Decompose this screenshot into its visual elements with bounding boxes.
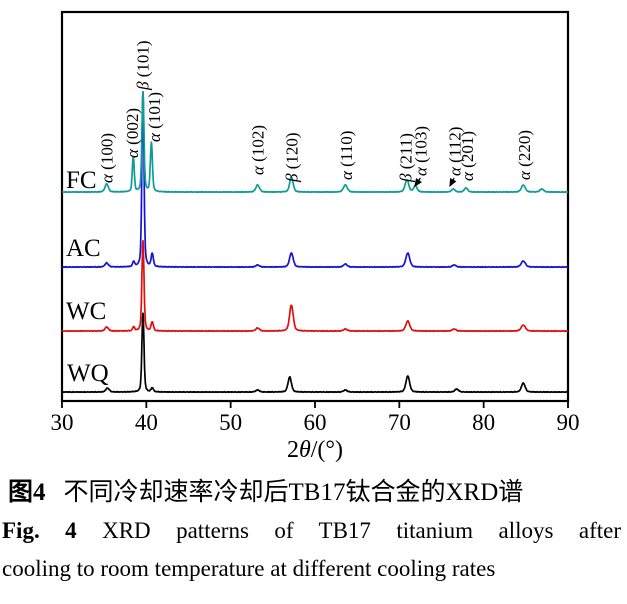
x-tick-label: 70 <box>388 410 411 435</box>
x-tick-label: 90 <box>557 410 580 435</box>
peak-label: α (201) <box>458 131 477 181</box>
peak-label: α (103) <box>411 126 430 176</box>
caption-en-line1-text: XRD patterns of TB17 titanium alloys aft… <box>102 518 621 543</box>
peak-label: α (220) <box>515 130 534 180</box>
x-tick-label: 60 <box>304 410 327 435</box>
caption-english: Fig. 4 XRD patterns of TB17 titanium all… <box>2 512 621 588</box>
peak-label: α (101) <box>145 92 164 142</box>
peak-label: α (102) <box>249 125 268 175</box>
x-tick-label: 40 <box>135 410 158 435</box>
caption-zh-text: 不同冷却速率冷却后TB17钛合金的XRD谱 <box>63 479 524 506</box>
caption-chinese: 图4 不同冷却速率冷却后TB17钛合金的XRD谱 <box>8 477 627 509</box>
x-tick-label: 30 <box>51 410 74 435</box>
caption-en-label: Fig. 4 <box>2 518 77 543</box>
peak-label: β (101) <box>134 40 153 91</box>
peak-label-arrow-icon <box>449 177 457 188</box>
series-label-AC: AC <box>66 235 101 262</box>
peak-label: α (112) <box>446 127 465 176</box>
caption-en-line2: cooling to room temperature at different… <box>2 556 496 581</box>
series-curve-FC <box>61 91 569 194</box>
x-axis-title: 2θ/(°) <box>287 437 343 462</box>
xrd-chart: 30 40 50 60 70 80 90 2θ/(°) WQ WC AC FC α (100) α (00… <box>51 10 580 463</box>
caption-zh-label: 图4 <box>8 479 46 506</box>
peak-label: β (211) <box>397 133 416 183</box>
series-label-FC: FC <box>66 167 97 194</box>
series-label-WC: WC <box>66 298 106 325</box>
peak-label-arrow-icon <box>414 177 422 187</box>
x-tick-label: 50 <box>219 410 242 435</box>
series-label-WQ: WQ <box>67 360 109 387</box>
series-curve-WQ <box>61 312 569 394</box>
series-curve-WC <box>61 239 569 333</box>
series-curve-AC <box>61 91 569 269</box>
x-tick-label: 80 <box>472 410 495 435</box>
peak-label: α (100) <box>98 133 117 183</box>
peak-label: β (120) <box>282 132 301 183</box>
peak-label: α (002) <box>123 108 142 158</box>
plot-border <box>60 10 570 403</box>
peak-label: α (110) <box>337 131 356 180</box>
caption-en-line1: Fig. 4 XRD patterns of TB17 titanium all… <box>2 512 621 550</box>
